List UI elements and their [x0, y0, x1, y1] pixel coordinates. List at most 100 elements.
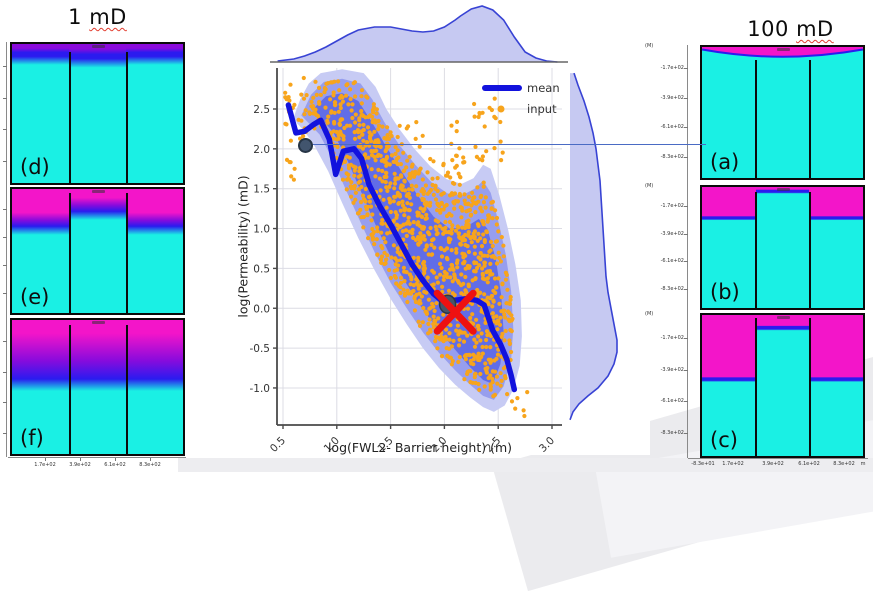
fluid-column [69, 189, 126, 313]
fluid-column [809, 47, 863, 178]
y-tick-label: 2.5 [253, 104, 270, 116]
legend-input-dot [497, 105, 505, 113]
tick [3, 129, 7, 130]
tick [3, 433, 7, 434]
left-title-number: 1 [68, 5, 83, 29]
fluid-column [69, 320, 126, 454]
barrier-line [808, 191, 811, 308]
panel-mini-title [776, 316, 790, 319]
x-tick-label: 1.7e+02 [722, 461, 744, 467]
tick [80, 458, 81, 461]
x-tick-label: -8.3e+01 [691, 461, 715, 467]
x-tick-label: 6.1e+02 [798, 461, 820, 467]
left-panels-axis-spine [6, 42, 7, 457]
barrier-line [808, 317, 811, 456]
x-tick-label: 8.3e+02 [833, 461, 855, 467]
fluid-column [755, 47, 810, 178]
panel-a: (a) [700, 45, 865, 180]
tick [684, 234, 688, 235]
truth-case-marker [298, 138, 313, 153]
fluid-column [809, 187, 863, 308]
tick [3, 209, 7, 210]
top-density-curve [277, 5, 558, 63]
y-tick-label: 2.0 [253, 144, 270, 156]
tick [684, 433, 688, 434]
fluid-column [12, 189, 70, 313]
y-tick-label: -1.0 [250, 383, 271, 395]
background-swoosh-3 [178, 458, 873, 472]
fluid-column [755, 315, 810, 456]
right-density-curve [569, 72, 618, 421]
tick [684, 68, 688, 69]
y-tick-label: -6.1e+02 [660, 398, 684, 404]
y-tick-label: -8.3e+02 [660, 154, 684, 160]
barrier-line [68, 325, 71, 454]
tick [45, 458, 46, 461]
y-tick-label: 1.5 [253, 184, 270, 196]
panel-label: (f) [20, 426, 44, 450]
tick [684, 127, 688, 128]
y-tick-label: -3.9e+02 [660, 231, 684, 237]
y-tick-label: -1.7e+02 [660, 203, 684, 209]
right-panels-axis-spine [687, 45, 688, 458]
x-tick-label: m [860, 461, 866, 467]
tick [3, 402, 7, 403]
panel-label: (d) [20, 155, 50, 179]
barrier-line [755, 317, 758, 456]
panel-d: (d) [10, 42, 185, 185]
legend-input-label: input [527, 102, 557, 116]
barrier-line [125, 325, 128, 454]
panel-label: (c) [710, 428, 738, 452]
panel-f: (f) [10, 318, 185, 456]
right-density-fill [570, 73, 617, 420]
fluid-column [809, 315, 863, 456]
y-tick-label: -3.9e+02 [660, 95, 684, 101]
y-tick-label: -1.7e+02 [660, 335, 684, 341]
fluid-column [12, 44, 70, 183]
y-axis-title: log(Permeability) (mD) [235, 175, 251, 318]
tick [684, 289, 688, 290]
barrier-line [755, 191, 758, 308]
barrier-line [808, 60, 811, 178]
right-column-title: 100 mD [718, 17, 863, 41]
tick [3, 66, 7, 67]
tick [3, 265, 7, 266]
y-axis-unit: (M) [645, 183, 654, 189]
mean-line [285, 102, 518, 393]
y-tick-label: -6.1e+02 [660, 258, 684, 264]
tick [684, 206, 688, 207]
barrier-line [755, 60, 758, 178]
tick [684, 98, 688, 99]
joint-plot: 2.52.01.51.00.50.0-0.5-1.00.5 1.0 1.5 2.0 2.… [250, 5, 618, 455]
x-tick-label: 0.5 [268, 435, 288, 455]
tick [150, 458, 151, 461]
x-tick-label: 3.9e+02 [762, 461, 784, 467]
input-scatter-points [283, 75, 530, 419]
tick [684, 401, 688, 402]
tick [3, 293, 7, 294]
fluid-column [702, 47, 756, 178]
tick [3, 237, 7, 238]
y-axis-unit: (M) [645, 43, 654, 49]
fluid-column [125, 189, 183, 313]
fluid-column [69, 44, 126, 183]
y-tick-label: -1.7e+02 [660, 65, 684, 71]
tick [3, 372, 7, 373]
barrier-line [125, 52, 128, 183]
fluid-column [125, 44, 183, 183]
x-tick-label: 1.7e+02 [34, 462, 56, 468]
tick [3, 98, 7, 99]
panel-mini-title [91, 45, 105, 48]
panel-mini-title [91, 190, 105, 193]
panel-mini-title [776, 48, 790, 51]
y-tick-label: -8.3e+02 [660, 430, 684, 436]
y-tick-label: -3.9e+02 [660, 367, 684, 373]
panel-c: (c) [700, 313, 865, 458]
fluid-column [702, 187, 756, 308]
legend-mean-label: mean [527, 81, 560, 95]
panel-mini-title [91, 321, 105, 324]
y-tick-label: 0.5 [253, 263, 270, 275]
y-tick-label: 1.0 [253, 224, 270, 236]
panel-label: (b) [710, 280, 740, 304]
right-panels-bottom-axis [688, 458, 868, 459]
